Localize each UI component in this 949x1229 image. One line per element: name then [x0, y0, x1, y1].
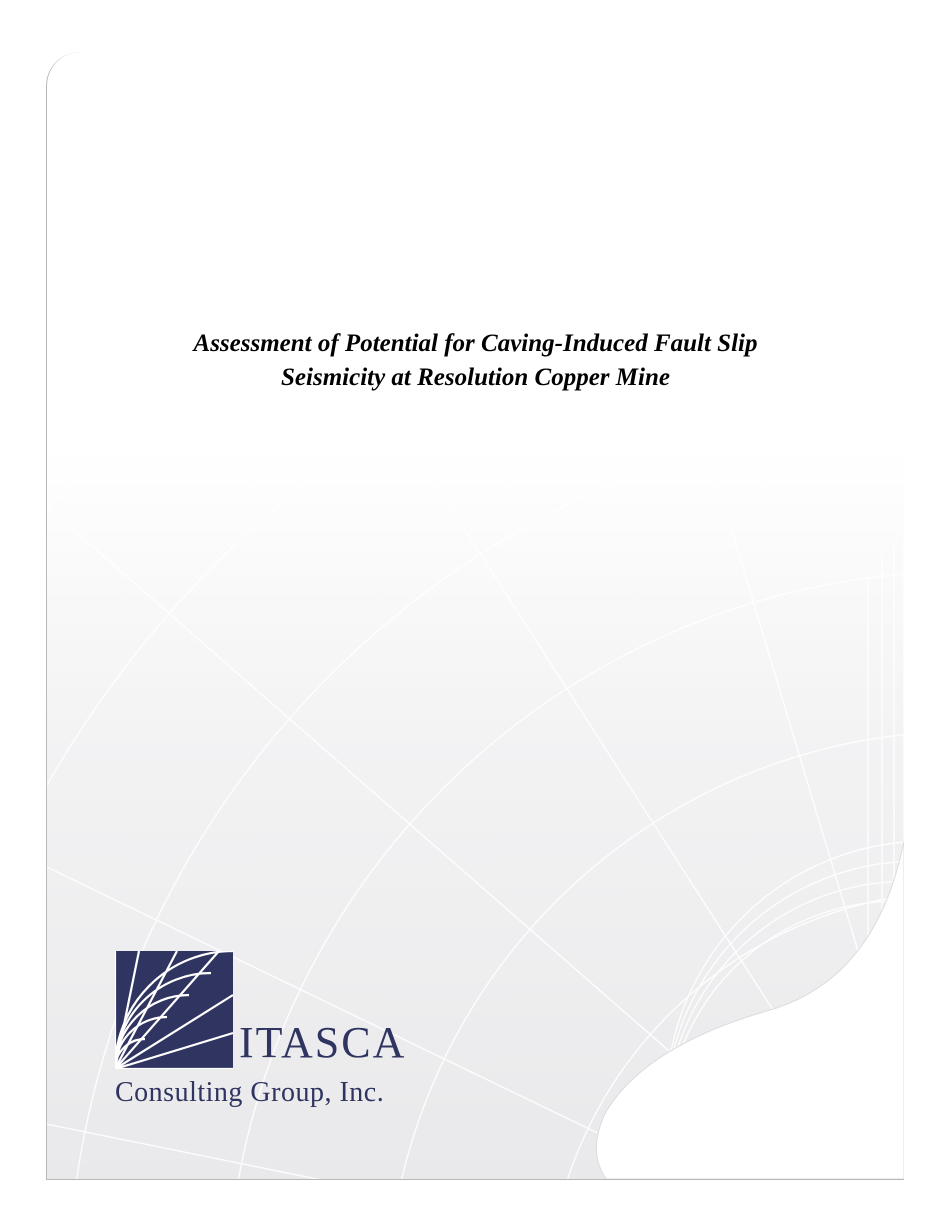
logo-company-name: ITASCA: [239, 1021, 406, 1065]
logo-mark-icon: [115, 951, 233, 1069]
cover-page: Assessment of Potential for Caving-Induc…: [46, 52, 904, 1180]
document-title: Assessment of Potential for Caving-Induc…: [47, 327, 904, 395]
title-line-2: Seismicity at Resolution Copper Mine: [107, 361, 844, 395]
title-line-1: Assessment of Potential for Caving-Induc…: [107, 327, 844, 361]
logo-company-subtitle: Consulting Group, Inc.: [115, 1077, 475, 1109]
company-logo: ITASCA Consulting Group, Inc.: [115, 951, 475, 1109]
logo-row: ITASCA: [115, 951, 475, 1069]
logo-text: ITASCA: [239, 1021, 406, 1069]
